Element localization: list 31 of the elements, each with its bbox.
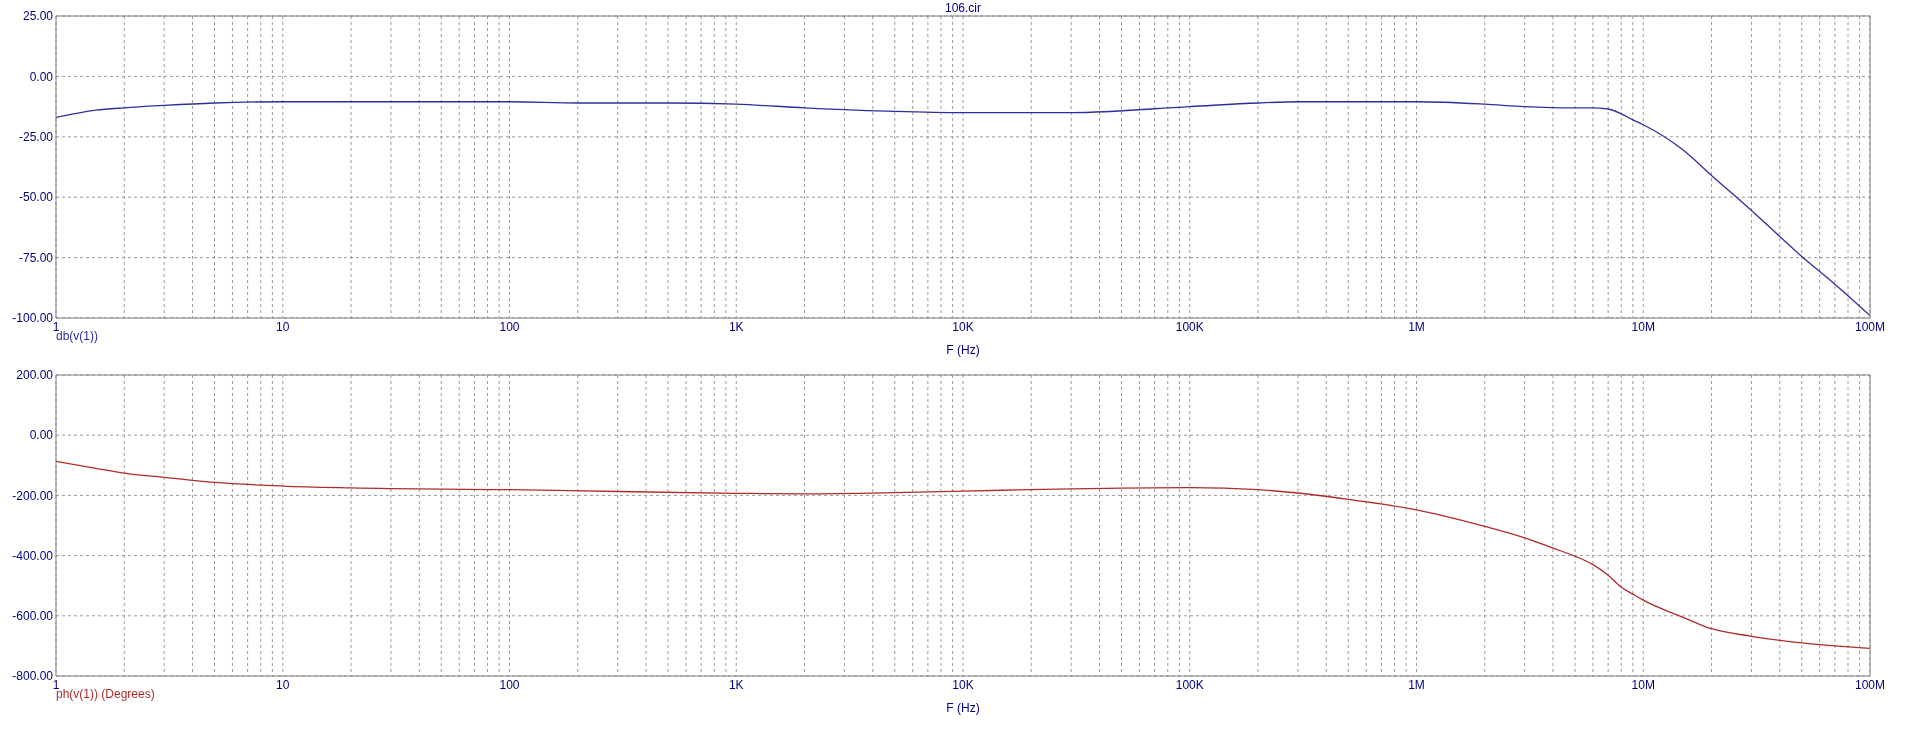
x-tick-label: 100 xyxy=(499,677,520,692)
x-tick-label: 1M xyxy=(1408,319,1425,334)
y-tick-label: -600.00 xyxy=(12,609,54,624)
y-tick-label: -400.00 xyxy=(12,548,54,563)
x-tick-label: 10M xyxy=(1631,319,1655,334)
y-tick-label: -800.00 xyxy=(12,669,54,684)
y-tick-label: 0.00 xyxy=(29,428,54,443)
x-tick-label: 100K xyxy=(1175,677,1204,692)
x-tick-label: 10 xyxy=(276,677,290,692)
y-tick-label: -25.00 xyxy=(18,130,54,145)
x-tick-label: 100 xyxy=(499,319,520,334)
x-tick-label: 100K xyxy=(1175,319,1204,334)
y-tick-label: -200.00 xyxy=(12,488,54,503)
x-tick-label: 1M xyxy=(1408,677,1425,692)
x-tick-label: 10M xyxy=(1631,677,1655,692)
x-tick-label: 1K xyxy=(728,677,744,692)
y-tick-label: 0.00 xyxy=(29,69,54,84)
x-tick-label: 10K xyxy=(952,677,974,692)
x-axis-title: F (Hz) xyxy=(945,343,981,357)
y-tick-label: -75.00 xyxy=(18,250,54,265)
x-tick-label: 100M xyxy=(1854,319,1886,334)
x-axis-title: F (Hz) xyxy=(945,701,981,715)
y-tick-label: -100.00 xyxy=(12,311,54,326)
y-tick-label: -50.00 xyxy=(18,190,54,205)
x-tick-label: 10K xyxy=(952,319,974,334)
x-tick-label: 1K xyxy=(728,319,744,334)
x-tick-label: 10 xyxy=(276,319,290,334)
y-tick-label: 200.00 xyxy=(16,368,54,383)
x-tick-label: 100M xyxy=(1854,677,1886,692)
y-tick-label: 25.00 xyxy=(22,9,54,24)
chart-title: 106.cir xyxy=(944,1,982,15)
